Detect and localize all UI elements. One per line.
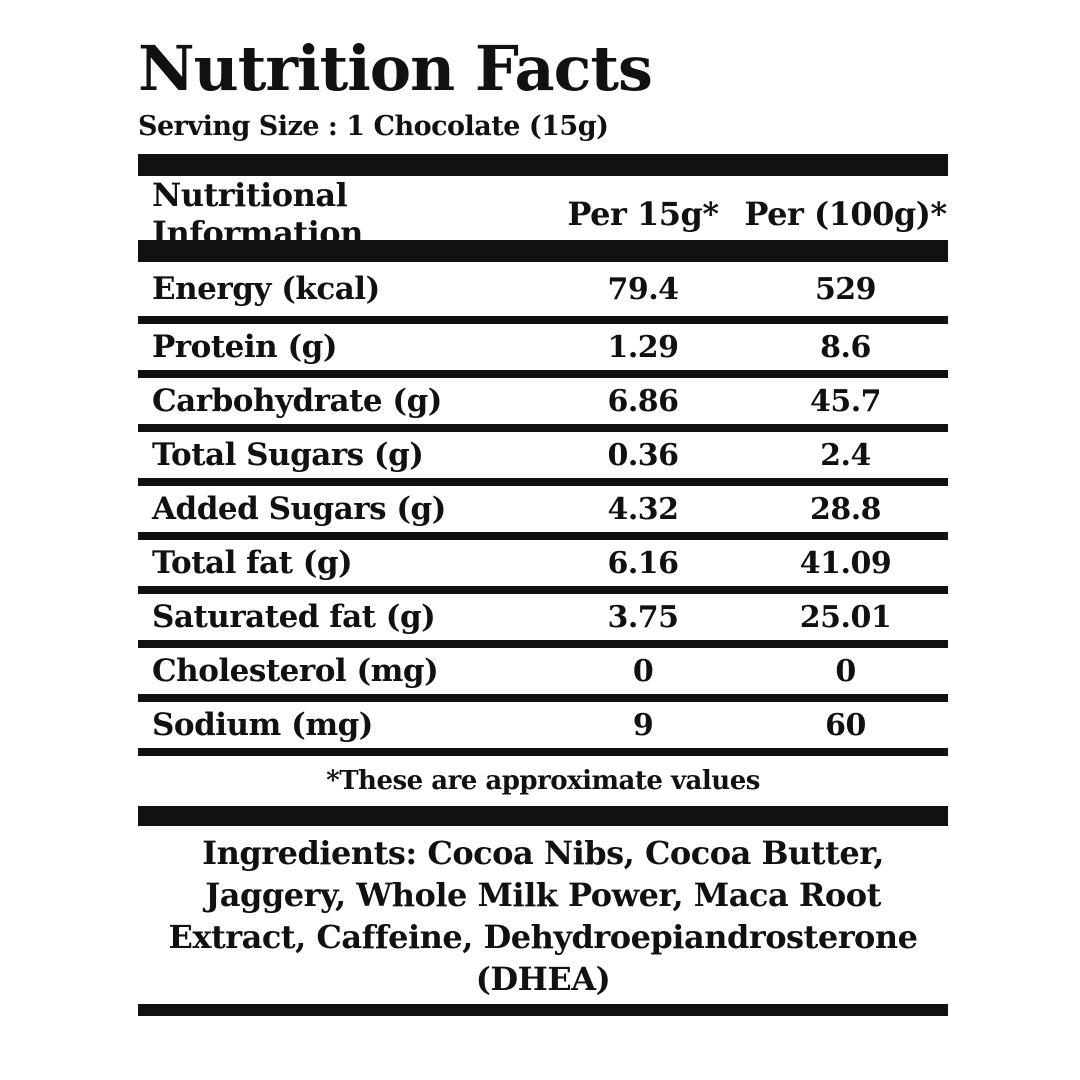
ingredients-text: Ingredients: Cocoa Nibs, Cocoa Butter, J… xyxy=(168,834,918,998)
nutrient-name: Total Sugars (g) xyxy=(152,437,424,473)
table-row: Saturated fat (g) 3.75 25.01 xyxy=(138,586,948,640)
nutrient-name: Added Sugars (g) xyxy=(152,491,446,527)
per-100g-value: 41.09 xyxy=(799,545,892,581)
nutrient-name: Carbohydrate (g) xyxy=(152,383,442,419)
table-row: Total Sugars (g) 0.36 2.4 xyxy=(138,424,948,478)
per-100g-value: 0 xyxy=(835,653,856,689)
table-row: Energy (kcal) 79.4 529 xyxy=(138,262,948,316)
per-15g-value: 3.75 xyxy=(607,599,679,635)
divider-top-thick xyxy=(138,154,948,176)
per-100g-value: 60 xyxy=(825,707,866,743)
approximate-values-footnote: *These are approximate values xyxy=(326,766,760,796)
table-row: Cholesterol (mg) 0 0 xyxy=(138,640,948,694)
per-100g-value: 25.01 xyxy=(799,599,892,635)
table-rows: Energy (kcal) 79.4 529 Protein (g) 1.29 8.6 Ca… xyxy=(138,262,948,748)
per-15g-value: 0.36 xyxy=(607,437,679,473)
per-100g-value: 8.6 xyxy=(820,329,871,365)
table-header-row: Nutritional Information Per 15g* Per (10… xyxy=(138,176,948,252)
column-header-per-15g: Per 15g* xyxy=(567,195,719,233)
table-row: Total fat (g) 6.16 41.09 xyxy=(138,532,948,586)
divider-bottom xyxy=(138,1004,948,1016)
per-15g-value: 6.16 xyxy=(607,545,679,581)
nutrient-name: Protein (g) xyxy=(152,329,337,365)
per-15g-value: 4.32 xyxy=(607,491,679,527)
per-15g-value: 79.4 xyxy=(607,271,679,307)
per-15g-value: 0 xyxy=(632,653,654,689)
per-15g-value: 6.86 xyxy=(607,383,679,419)
nutrient-name: Sodium (mg) xyxy=(152,707,373,743)
nutrient-name: Total fat (g) xyxy=(152,545,353,581)
column-header-nutritional-information: Nutritional Information xyxy=(152,176,363,252)
table-row: Protein (g) 1.29 8.6 xyxy=(138,316,948,370)
divider-above-footnote xyxy=(138,748,948,756)
nutrient-name: Energy (kcal) xyxy=(152,271,380,307)
nutrient-name: Cholesterol (mg) xyxy=(152,653,439,689)
column-header-per-100g: Per (100g)* xyxy=(744,195,947,233)
per-100g-value: 529 xyxy=(814,271,877,307)
table-row: Carbohydrate (g) 6.86 45.7 xyxy=(138,370,948,424)
per-15g-value: 9 xyxy=(632,707,654,743)
divider-header-thick xyxy=(138,240,948,262)
nutrient-name: Saturated fat (g) xyxy=(152,599,436,635)
label-content: Nutrition Facts Serving Size : 1 Chocola… xyxy=(138,0,948,1016)
per-100g-value: 2.4 xyxy=(820,437,871,473)
serving-size-text: Serving Size : 1 Chocolate (15g) xyxy=(138,111,609,142)
per-100g-value: 45.7 xyxy=(809,383,882,419)
divider-above-ingredients xyxy=(138,806,948,826)
per-100g-value: 28.8 xyxy=(809,491,882,527)
table-row: Added Sugars (g) 4.32 28.8 xyxy=(138,478,948,532)
table-row: Sodium (mg) 9 60 xyxy=(138,694,948,748)
per-15g-value: 1.29 xyxy=(607,329,679,365)
page-title: Nutrition Facts xyxy=(138,32,653,105)
